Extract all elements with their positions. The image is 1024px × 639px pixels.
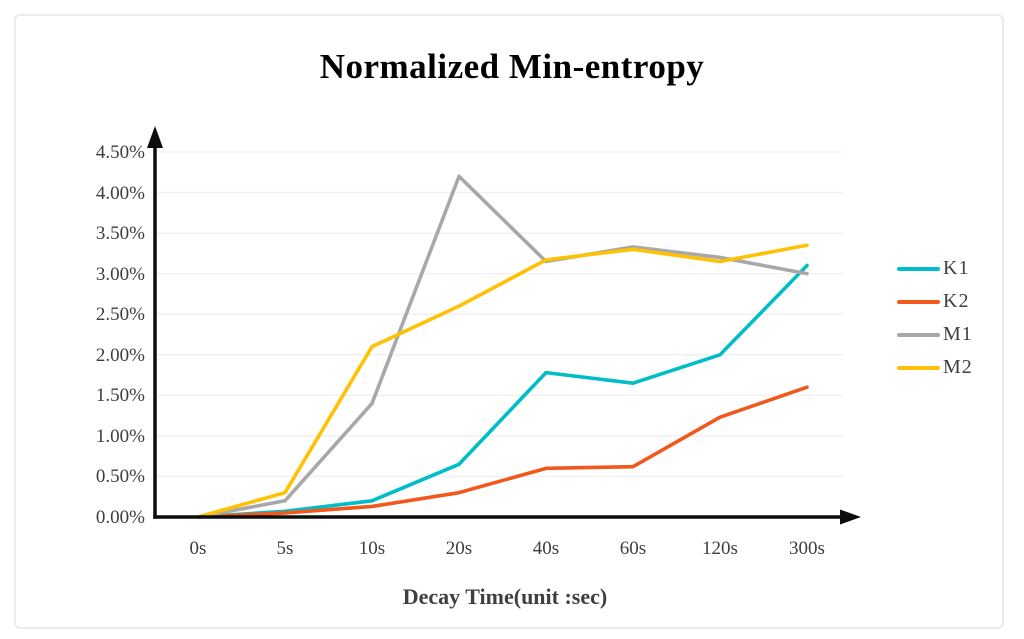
- y-tick-label: 3.00%: [95, 263, 145, 285]
- y-axis-arrow: [147, 126, 163, 148]
- legend-item-k1: K1: [897, 252, 973, 285]
- legend-label: M2: [943, 356, 973, 378]
- x-tick-label: 10s: [358, 538, 386, 559]
- series-line-k1: [196, 263, 809, 519]
- x-tick-label: 120s: [702, 538, 738, 559]
- y-tick-label: 3.50%: [95, 223, 145, 245]
- y-tick-label: 1.50%: [95, 385, 145, 407]
- series-line-m2: [196, 243, 809, 519]
- chart-frame: [14, 14, 1004, 629]
- x-tick-label: 5s: [276, 538, 294, 559]
- y-tick-label: 2.50%: [95, 304, 145, 326]
- x-tick-label: 40s: [532, 538, 560, 559]
- legend: K1 K2 M1 M2: [897, 252, 973, 384]
- legend-label: M1: [943, 323, 973, 345]
- y-tick-label: 0.50%: [95, 466, 145, 488]
- series-line-m1: [196, 174, 809, 519]
- y-tick-label: 1.00%: [95, 425, 145, 447]
- x-tick-label: 60s: [619, 538, 647, 559]
- x-axis-title: Decay Time(unit :sec): [402, 584, 608, 609]
- x-tick-label: 0s: [189, 538, 207, 559]
- legend-line-swatch: [897, 299, 940, 304]
- legend-line-swatch: [897, 365, 940, 370]
- legend-line-swatch: [897, 332, 940, 337]
- legend-item-m2: M2: [897, 351, 973, 384]
- legend-line-swatch: [897, 266, 940, 271]
- chart-title: Normalized Min-entropy: [319, 47, 705, 86]
- y-tick-label: 2.00%: [95, 344, 145, 366]
- legend-label: K1: [943, 257, 970, 279]
- legend-label: K2: [943, 290, 970, 312]
- y-tick-label: 4.50%: [95, 142, 145, 163]
- x-axis-arrow: [840, 509, 861, 525]
- series-line-k2: [196, 385, 809, 519]
- x-tick-label: 20s: [445, 538, 473, 559]
- y-tick-label: 0.00%: [95, 507, 145, 528]
- x-tick-label: 300s: [789, 538, 825, 559]
- legend-item-m1: M1: [897, 318, 973, 351]
- legend-item-k2: K2: [897, 285, 973, 318]
- y-tick-label: 4.00%: [95, 182, 145, 204]
